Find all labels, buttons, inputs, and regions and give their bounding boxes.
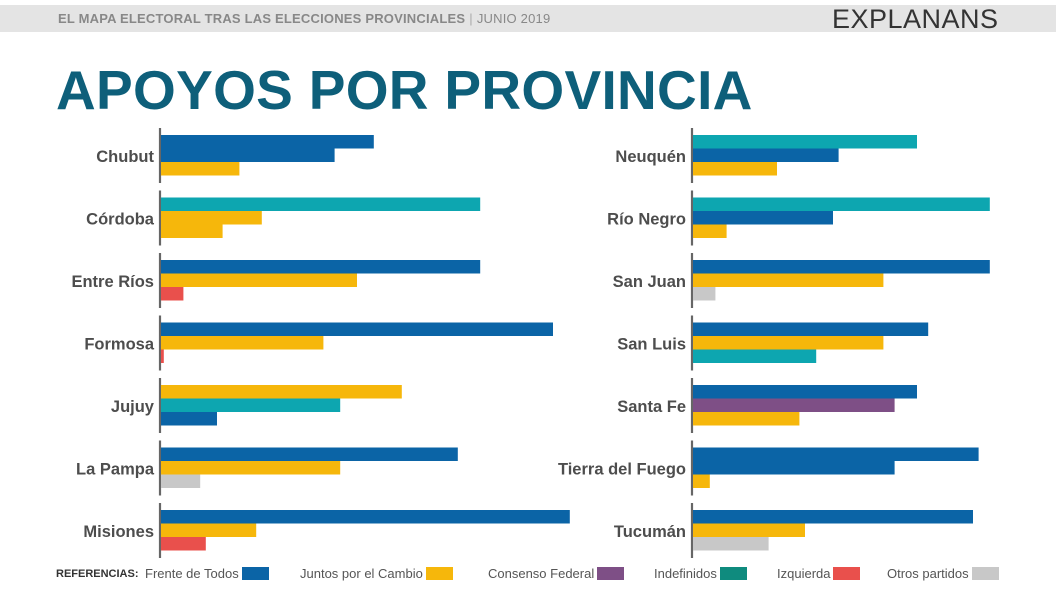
bar	[693, 461, 895, 475]
bar	[693, 398, 895, 412]
province-label: Entre Ríos	[71, 273, 154, 291]
bar	[693, 349, 817, 363]
bar	[161, 474, 201, 488]
bar	[161, 537, 206, 551]
legend-label: Juntos por el Cambio	[300, 566, 423, 582]
bar	[161, 510, 570, 524]
province-label: Jujuy	[111, 398, 155, 416]
bar	[693, 447, 979, 461]
legend-label: Indefinidos	[654, 566, 717, 582]
bar	[693, 135, 917, 149]
bar	[693, 474, 710, 488]
bar	[161, 135, 374, 149]
legend-swatch	[597, 567, 625, 581]
legend-item-otros-partidos: Otros partidos	[887, 565, 999, 581]
bar	[161, 349, 164, 363]
bar	[693, 510, 973, 524]
bar	[161, 322, 553, 336]
legend-swatch	[719, 567, 747, 581]
province-label: Misiones	[83, 523, 154, 541]
page-title: APOYOS POR PROVINCIA	[56, 59, 753, 121]
province-label: Santa Fe	[617, 398, 686, 416]
bar	[693, 523, 805, 537]
bar	[693, 322, 929, 336]
bar	[161, 273, 357, 287]
legend-item-consenso-federal: Consenso Federal	[488, 565, 625, 582]
legend: REFERENCIAS: Frente de Todos Juntos por …	[56, 565, 1016, 583]
bar	[693, 537, 769, 551]
bar	[161, 197, 481, 211]
legend-item-indefinidos: Indefinidos	[654, 565, 747, 581]
report-subtitle: EL MAPA ELECTORAL TRAS LAS ELECCIONES PR…	[58, 11, 550, 26]
bar	[693, 287, 716, 301]
bar	[161, 211, 262, 225]
bar	[161, 224, 223, 238]
province-label: Chubut	[96, 148, 154, 166]
bar	[161, 260, 481, 274]
legend-label: Frente de Todos	[145, 566, 239, 582]
bar	[693, 148, 839, 162]
bar	[693, 412, 800, 426]
subtitle-date: JUNIO 2019	[476, 11, 551, 26]
province-label: Formosa	[84, 336, 155, 354]
bar	[161, 412, 217, 426]
legend-swatch	[425, 567, 453, 581]
legend-label: Consenso Federal	[488, 566, 595, 582]
bar	[693, 211, 833, 225]
province-label: La Pampa	[76, 461, 155, 479]
legend-label: Otros partidos	[887, 566, 969, 582]
subtitle-main: EL MAPA ELECTORAL TRAS LAS ELECCIONES PR…	[58, 11, 466, 26]
bar	[693, 162, 777, 176]
province-label: Río Negro	[607, 211, 686, 229]
legend-label: Izquierda	[777, 566, 831, 582]
province-label: Córdoba	[86, 211, 155, 229]
bar	[161, 148, 335, 162]
province-label: San Luis	[617, 336, 686, 354]
bar	[693, 385, 917, 399]
bar	[161, 385, 402, 399]
bar	[161, 523, 257, 537]
brand-logo: EXPLANANS	[832, 4, 999, 34]
bar	[693, 260, 990, 274]
bar	[161, 461, 341, 475]
bar	[161, 162, 240, 176]
bar	[693, 197, 990, 211]
province-label: Tierra del Fuego	[558, 461, 686, 479]
legend-item-izquierda: Izquierda	[777, 565, 861, 582]
bar	[161, 447, 458, 461]
bar	[161, 336, 324, 350]
province-label: San Juan	[613, 273, 686, 291]
province-label: Tucumán	[614, 523, 686, 541]
legend-swatch	[971, 567, 999, 581]
bar	[693, 336, 884, 350]
bar	[693, 224, 727, 238]
legend-item-frente-de-todos: Frente de Todos	[145, 565, 269, 581]
bar	[161, 287, 184, 301]
legend-lead: REFERENCIAS:	[56, 568, 139, 580]
subtitle-separator: |	[469, 11, 473, 26]
bar	[693, 273, 884, 287]
legend-swatch	[833, 567, 861, 581]
bar	[161, 398, 341, 412]
legend-swatch	[241, 567, 269, 581]
province-label: Neuquén	[615, 148, 686, 166]
header-bar	[0, 5, 1056, 32]
legend-item-juntos-por-el-cambio: Juntos por el Cambio	[300, 565, 453, 581]
